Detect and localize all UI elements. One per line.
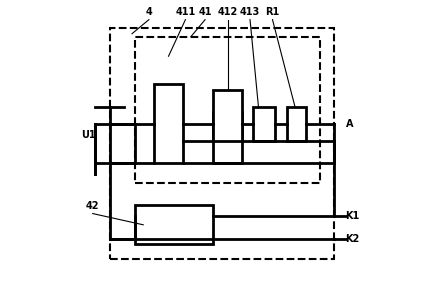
Text: U1: U1 <box>81 130 96 140</box>
Text: 41: 41 <box>198 7 211 17</box>
Text: 411: 411 <box>175 7 195 17</box>
Text: 4: 4 <box>145 7 152 17</box>
Text: K1: K1 <box>345 211 359 221</box>
Text: A: A <box>345 119 352 129</box>
Bar <box>135 37 320 183</box>
Bar <box>252 107 275 140</box>
Bar <box>286 107 305 140</box>
Bar <box>213 112 241 163</box>
Text: K2: K2 <box>345 234 359 244</box>
Bar <box>154 84 182 163</box>
Text: R1: R1 <box>265 7 279 17</box>
Bar <box>109 28 334 259</box>
Text: 42: 42 <box>86 201 99 211</box>
Text: 413: 413 <box>239 7 259 17</box>
Bar <box>135 205 213 244</box>
Text: 412: 412 <box>217 7 237 17</box>
Bar <box>213 90 241 140</box>
